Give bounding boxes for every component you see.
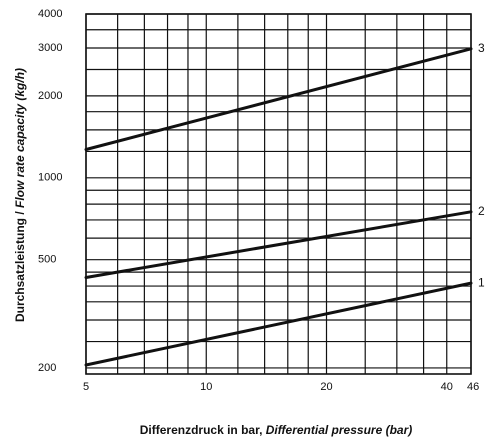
series-labels: 1 2 3 xyxy=(478,41,485,289)
y-tick-label-3000: 3000 xyxy=(38,42,62,54)
y-tick-label-200: 200 xyxy=(38,362,56,374)
series-line-3 xyxy=(84,47,473,151)
series-curves xyxy=(84,47,473,367)
x-tick-label-40: 40 xyxy=(441,381,453,393)
grid-lines xyxy=(85,13,472,374)
series-label-2: 2 xyxy=(478,204,485,218)
x-tick-label-5: 5 xyxy=(83,381,89,393)
y-tick-label-1000: 1000 xyxy=(38,172,62,184)
y-axis-label-german: Durchsatzleistung / xyxy=(13,208,27,322)
x-axis-label-english: Differential pressure (bar) xyxy=(266,423,413,437)
y-axis-label: Durchsatzleistung / Flow rate capacity (… xyxy=(13,68,27,322)
y-tick-label-500: 500 xyxy=(38,254,56,266)
plot-frame xyxy=(85,13,472,375)
x-tick-label-10: 10 xyxy=(200,381,212,393)
x-tick-label-46: 46 xyxy=(467,381,479,393)
x-axis-label-german: Differenzdruck in bar, xyxy=(140,423,266,437)
x-tick-labels: 5 10 20 40 46 xyxy=(83,381,479,393)
y-tick-labels: 200 500 1000 2000 3000 4000 xyxy=(38,8,62,374)
y-tick-label-2000: 2000 xyxy=(38,90,62,102)
series-line-1 xyxy=(84,281,473,367)
y-axis-label-english: Flow rate capacity (kg/h) xyxy=(13,68,27,208)
y-tick-label-4000: 4000 xyxy=(38,8,62,20)
x-axis-label: Differenzdruck in bar, Differential pres… xyxy=(140,423,413,437)
series-label-1: 1 xyxy=(478,275,485,289)
series-line-2 xyxy=(84,210,473,279)
series-label-3: 3 xyxy=(478,41,485,55)
x-tick-label-20: 20 xyxy=(320,381,332,393)
